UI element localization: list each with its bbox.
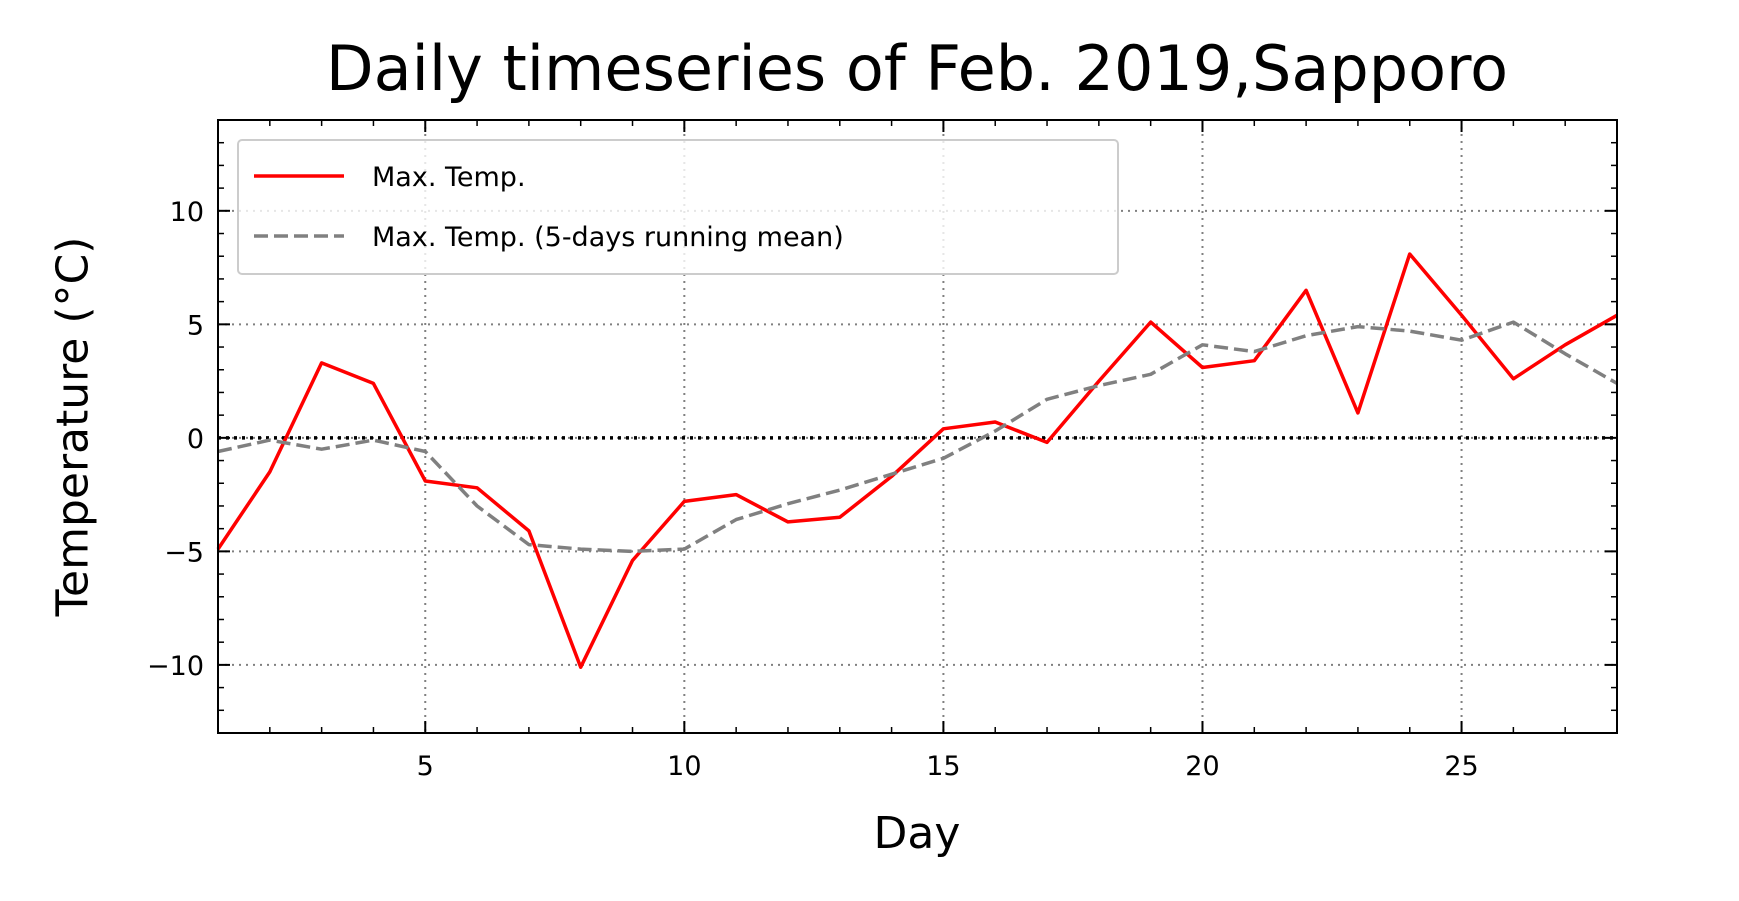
series-line-max-temp (216, 252, 1618, 669)
chart-legend: Max. Temp. Max. Temp. (5-days running me… (237, 139, 1119, 275)
axis-ticks: 5 10 15 20 25 −10 −5 0 5 10 (147, 119, 1618, 782)
series-lines (216, 252, 1618, 669)
x-axis-label: Day (874, 808, 961, 859)
x-tick-label: 15 (926, 751, 960, 782)
legend-label-max-temp: Max. Temp. (372, 162, 526, 193)
x-tick-label: 10 (667, 751, 701, 782)
x-tick-label: 20 (1185, 751, 1219, 782)
y-tick-label: 10 (170, 197, 204, 228)
legend-box (237, 139, 1119, 275)
y-tick-label: −10 (147, 651, 204, 682)
y-tick-label: 5 (187, 310, 204, 341)
series-line-running-mean (217, 320, 1618, 554)
x-tick-label: 25 (1444, 751, 1478, 782)
y-tick-label: −5 (164, 537, 204, 568)
y-axis-label: Temperature (°C) (47, 237, 98, 618)
y-tick-label: 0 (187, 424, 204, 455)
x-tick-label: 5 (417, 751, 434, 782)
legend-label-running-mean: Max. Temp. (5-days running mean) (372, 222, 844, 253)
chart-title: Daily timeseries of Feb. 2019,Sapporo (326, 32, 1508, 105)
plot-frame (217, 119, 1618, 734)
